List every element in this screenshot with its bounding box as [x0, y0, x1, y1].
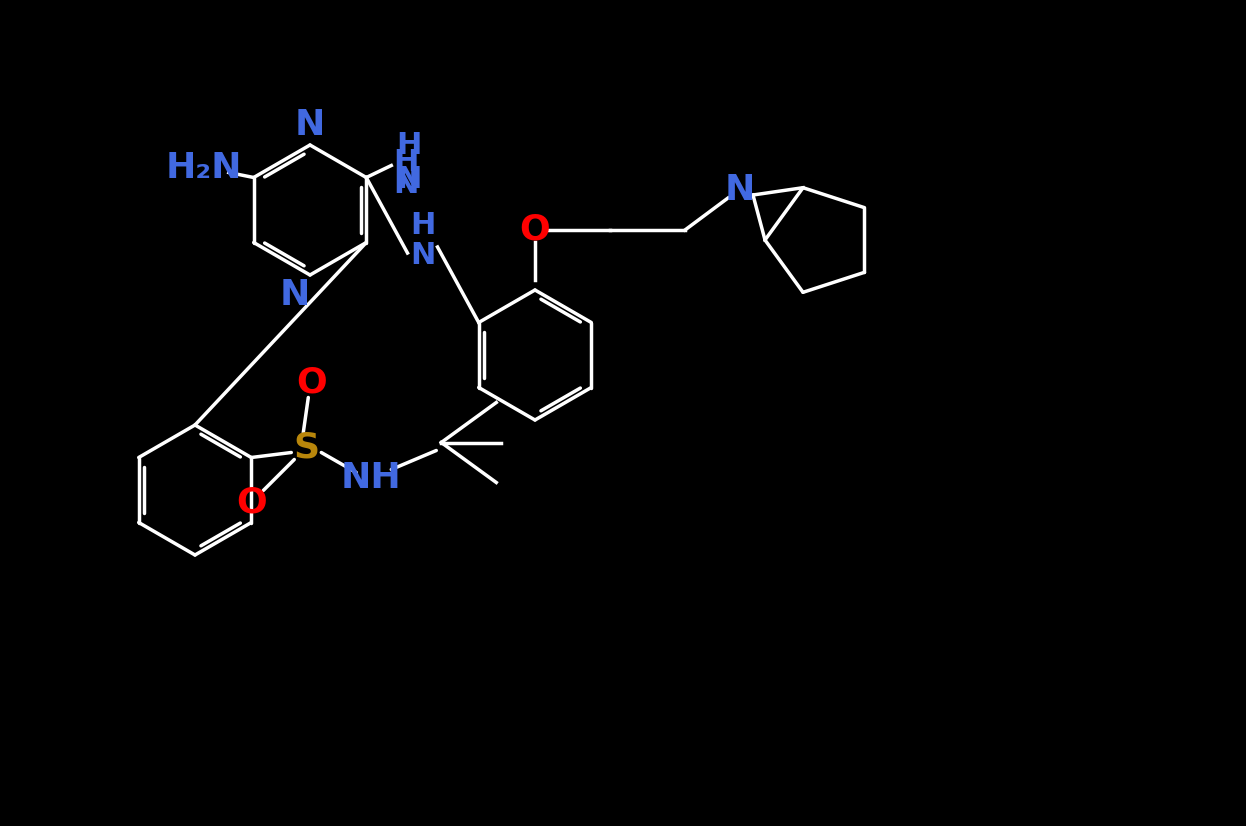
- Text: O: O: [295, 365, 326, 400]
- Text: H: H: [410, 211, 435, 240]
- Text: O: O: [520, 213, 551, 247]
- Text: H: H: [394, 148, 419, 177]
- Text: N: N: [410, 240, 435, 269]
- Text: N: N: [725, 173, 755, 207]
- Text: H₂N: H₂N: [166, 150, 242, 184]
- Text: H
N: H N: [396, 131, 422, 194]
- Text: S: S: [293, 430, 319, 464]
- Text: N: N: [394, 170, 419, 199]
- Text: NH: NH: [341, 461, 401, 495]
- Text: N: N: [295, 108, 325, 142]
- Text: N: N: [280, 278, 310, 312]
- Text: O: O: [235, 486, 267, 520]
